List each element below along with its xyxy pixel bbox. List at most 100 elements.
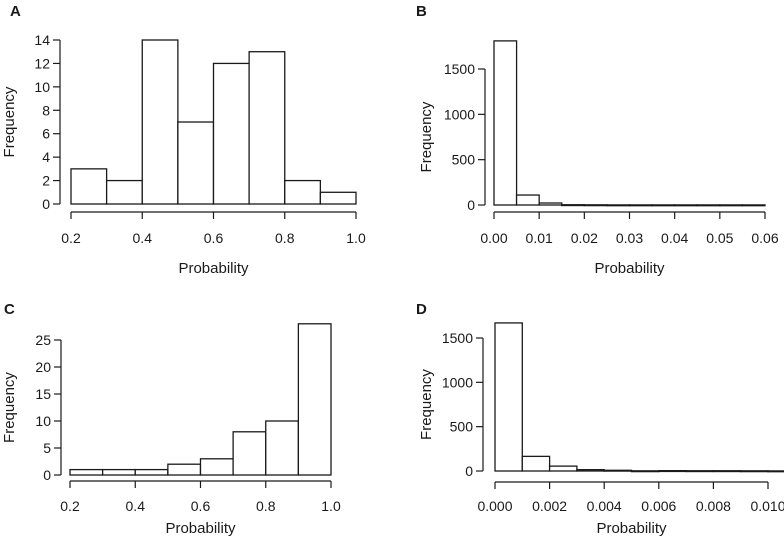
x-tick-label: 0.6 <box>204 230 224 246</box>
y-tick-label: 0 <box>42 196 50 212</box>
histogram-bar <box>651 204 676 207</box>
histogram-bar <box>297 323 332 476</box>
x-tick-label: 1.0 <box>321 498 341 514</box>
histogram-bar <box>319 191 357 205</box>
histogram-bar <box>101 468 136 476</box>
panel-label-d: D <box>416 301 427 318</box>
histogram-bar <box>685 470 715 473</box>
panel-label-b: B <box>416 3 427 20</box>
histogram-bar <box>576 469 605 472</box>
histogram-bar <box>177 121 215 205</box>
histogram-bar <box>232 431 267 476</box>
histogram-bar <box>70 168 108 205</box>
histogram-bar <box>696 204 721 207</box>
x-tick-label: 0.00 <box>480 230 507 246</box>
histogram-bar <box>674 204 698 207</box>
y-axis-title: Frequency <box>418 369 435 440</box>
x-tick-label: 0.06 <box>751 230 778 246</box>
x-tick-label: 1.0 <box>346 230 366 246</box>
y-tick-label: 20 <box>35 359 51 375</box>
histogram-bar <box>740 470 769 473</box>
histogram-bar <box>583 204 608 207</box>
y-tick-label: 0 <box>467 197 475 213</box>
y-tick-label: 1500 <box>444 61 475 77</box>
y-tick-label: 12 <box>34 55 50 71</box>
histogram-bar <box>538 202 563 206</box>
y-tick-label: 500 <box>450 419 474 435</box>
histogram-bar <box>515 194 540 206</box>
x-tick-label: 0.4 <box>126 498 146 514</box>
x-tick-label: 0.02 <box>571 230 598 246</box>
x-tick-label: 0.004 <box>587 498 622 514</box>
histogram-bar <box>105 179 143 205</box>
x-axis-title: Probability <box>596 520 667 537</box>
histogram-bar <box>212 62 250 205</box>
histogram-panel-a: A 0.2 0.4 0.6 0.8 1.0 0 2 4 6 8 10 12 14 Probability Fr… <box>1 3 366 277</box>
y-tick-label: 1500 <box>442 330 473 346</box>
y-tick-label: 4 <box>42 149 50 165</box>
histogram-bar <box>199 458 234 476</box>
x-tick-label: 0.05 <box>706 230 733 246</box>
y-tick-label: 10 <box>34 79 50 95</box>
x-tick-label: 0.006 <box>641 498 676 514</box>
histogram-panel-d: D 0.000 0.002 0.004 0.006 0.008 0.010 0 500 1000 1… <box>416 301 784 537</box>
histogram-bar <box>606 204 631 207</box>
histogram-bar <box>493 40 518 206</box>
y-tick-label: 14 <box>34 32 50 48</box>
histogram-bar <box>719 204 744 207</box>
histogram-bar <box>265 420 300 476</box>
x-tick-label: 0.03 <box>616 230 643 246</box>
histogram-bar <box>248 51 286 205</box>
y-tick-label: 15 <box>35 386 51 402</box>
histogram-bar <box>603 469 633 472</box>
histogram-bar <box>712 470 742 473</box>
x-tick-label: 0.04 <box>661 230 688 246</box>
panel-label-c: C <box>4 301 15 318</box>
panel-label-a: A <box>10 3 21 20</box>
histogram-bar <box>141 39 179 205</box>
x-tick-label: 0.2 <box>60 498 80 514</box>
histogram-bar <box>628 204 653 207</box>
histogram-panel-c: C 0.2 0.4 0.6 0.8 1.0 0 5 10 15 20 25 Probability Fre… <box>1 301 341 537</box>
y-tick-label: 500 <box>452 152 476 168</box>
x-tick-label: 0.010 <box>750 498 784 514</box>
histogram-bar <box>134 468 169 476</box>
y-tick-label: 2 <box>42 173 50 189</box>
histogram-bar <box>561 204 585 207</box>
x-tick-label: 0.8 <box>256 498 276 514</box>
histogram-bar <box>521 455 551 472</box>
histogram-bar <box>658 469 687 473</box>
histogram-bar <box>548 465 578 472</box>
y-tick-label: 6 <box>42 126 50 142</box>
x-tick-label: 0.6 <box>191 498 211 514</box>
y-axis-title: Frequency <box>1 372 18 443</box>
y-tick-label: 0 <box>465 463 473 479</box>
x-tick-label: 0.000 <box>477 498 512 514</box>
x-axis-title: Probability <box>594 260 665 277</box>
x-axis-title: Probability <box>165 520 236 537</box>
y-tick-label: 10 <box>35 413 51 429</box>
x-tick-label: 0.002 <box>532 498 567 514</box>
y-tick-label: 1000 <box>442 374 473 390</box>
histogram-bar <box>767 470 784 473</box>
histogram-bar <box>741 204 766 207</box>
histogram-bar <box>167 463 202 476</box>
x-tick-label: 0.4 <box>133 230 153 246</box>
histogram-panel-b: B 0.00 0.01 0.02 0.03 0.04 0.05 0.06 0 500 1000 150… <box>416 3 779 277</box>
y-tick-label: 8 <box>42 102 50 118</box>
y-axis-title: Frequency <box>418 101 435 172</box>
y-axis-title: Frequency <box>1 86 18 157</box>
histogram-bar <box>284 179 322 205</box>
x-axis-title: Probability <box>178 260 249 277</box>
x-tick-label: 0.01 <box>526 230 553 246</box>
x-tick-label: 0.2 <box>61 230 81 246</box>
y-tick-label: 0 <box>43 467 51 483</box>
y-tick-label: 25 <box>35 332 51 348</box>
x-tick-label: 0.8 <box>275 230 295 246</box>
y-tick-label: 1000 <box>444 106 475 122</box>
x-tick-label: 0.008 <box>696 498 731 514</box>
histogram-bar <box>69 468 104 476</box>
histogram-bar <box>494 322 523 472</box>
histogram-bar <box>630 470 660 473</box>
